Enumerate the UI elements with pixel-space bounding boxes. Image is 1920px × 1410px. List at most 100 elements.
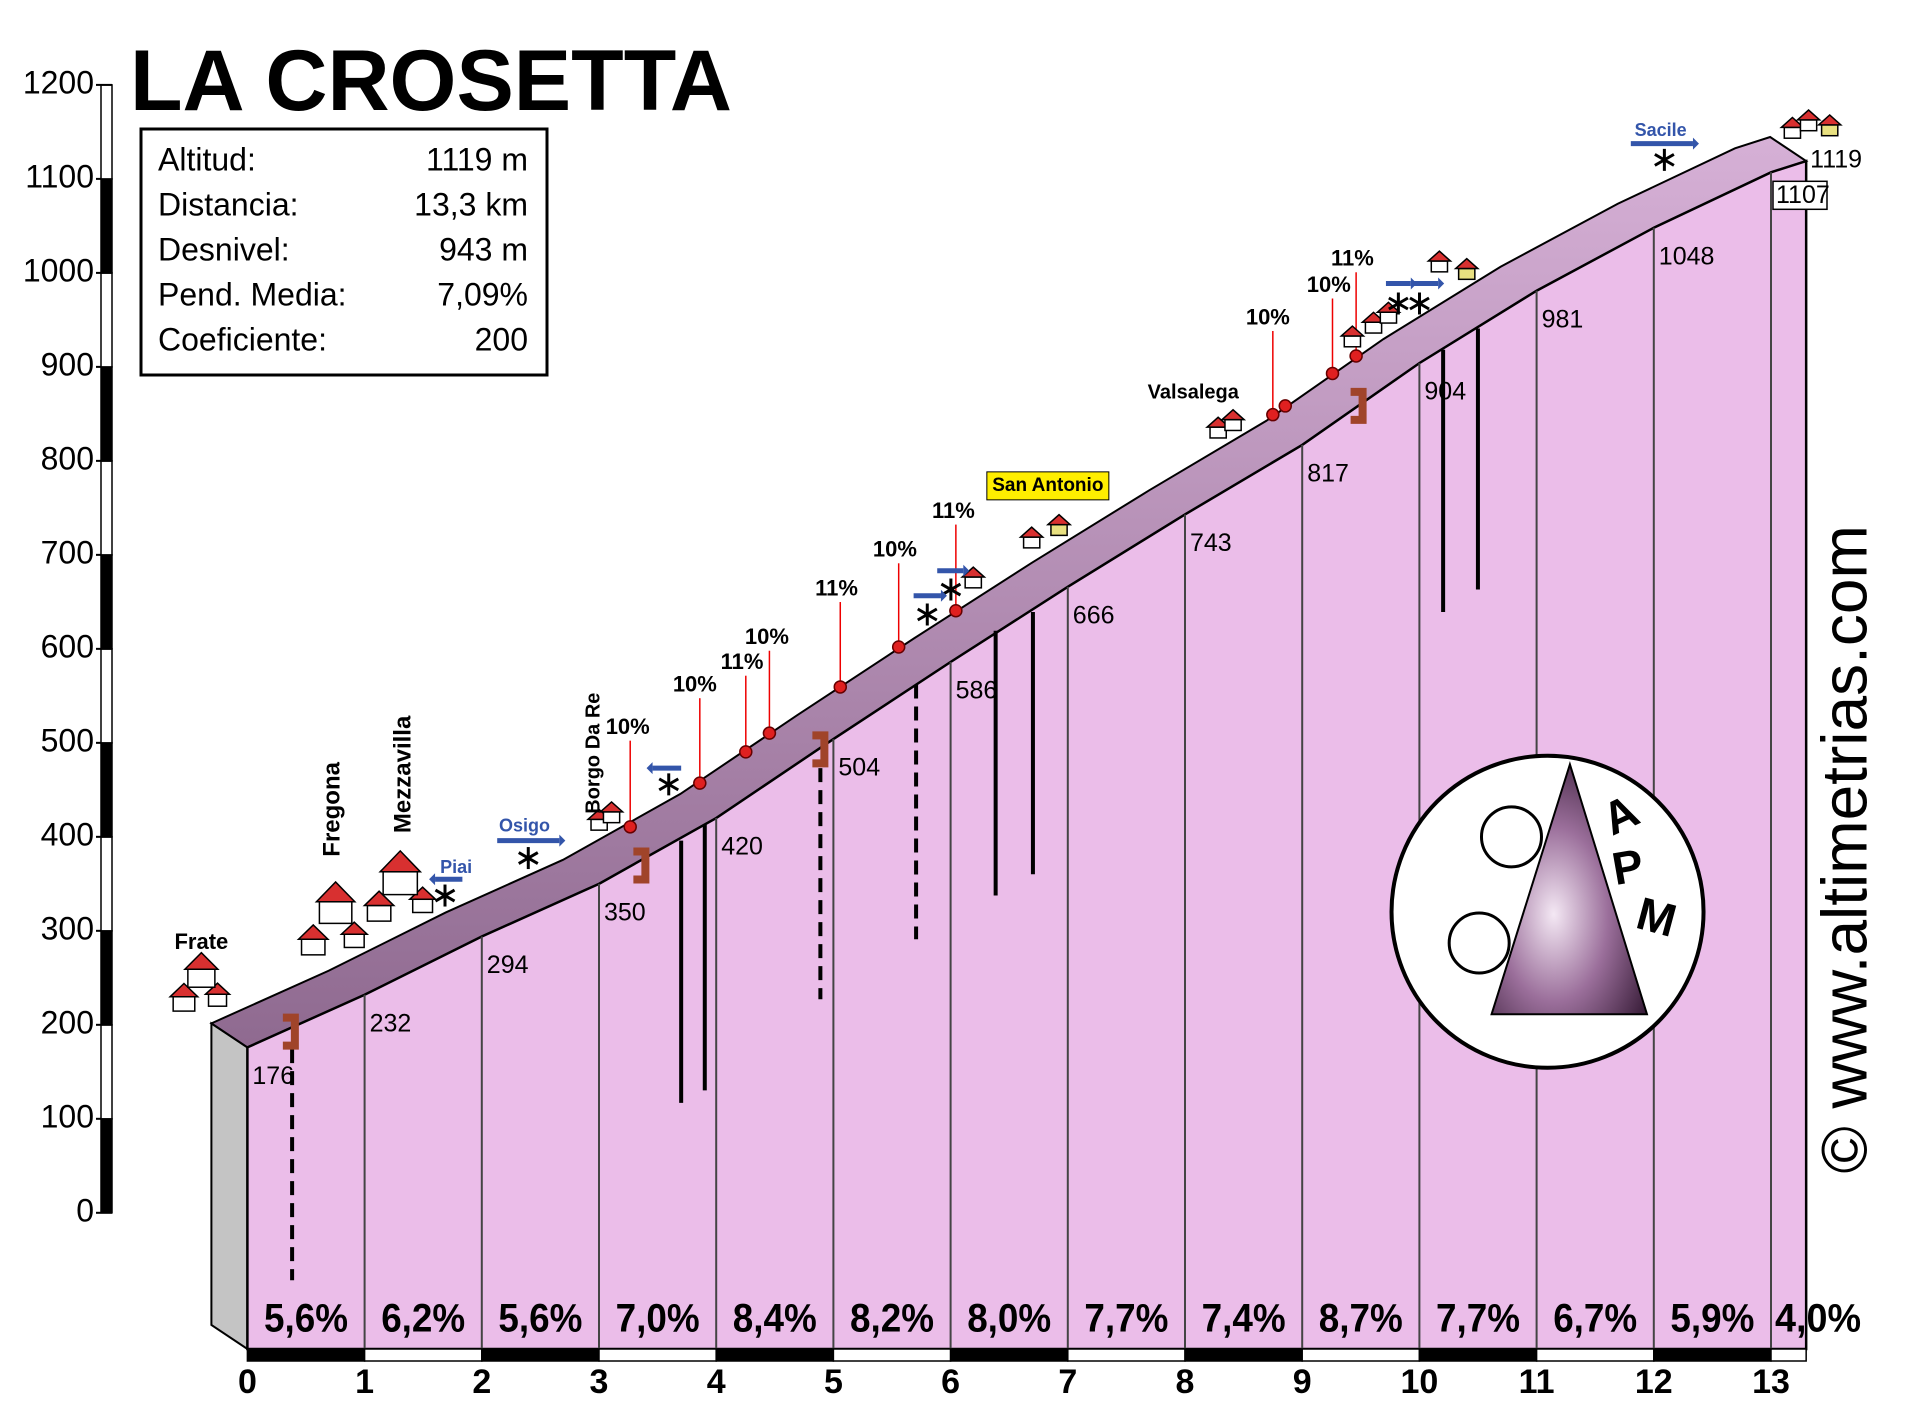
km-strip <box>363 1348 483 1362</box>
value-label: 232 <box>370 1009 412 1037</box>
km-strip <box>1535 1348 1655 1362</box>
place-label: San Antonio <box>992 475 1103 496</box>
x-tick-label: 3 <box>590 1363 609 1401</box>
grade-mark: 10% <box>1307 272 1351 297</box>
red-dot <box>1325 366 1340 381</box>
km-strip <box>832 1348 952 1362</box>
axis-bar <box>100 272 113 368</box>
value-label: 1119 <box>1810 146 1862 174</box>
info-label: Coeficiente: <box>158 321 327 357</box>
roof <box>362 890 396 907</box>
x-tick-label: 2 <box>472 1363 491 1401</box>
y-tick-label: 100 <box>41 1098 94 1134</box>
km-strip <box>246 1348 366 1362</box>
red-dot <box>1278 399 1293 413</box>
x-tick-label: 13 <box>1752 1363 1790 1401</box>
elevation-area <box>246 159 1808 1351</box>
km-strip <box>1770 1348 1807 1362</box>
roof <box>1339 325 1366 337</box>
roof <box>1018 526 1045 538</box>
y-tick-label: 900 <box>41 346 94 382</box>
roof <box>1453 257 1480 270</box>
axis-bar <box>100 930 113 1026</box>
house <box>602 811 621 824</box>
km-strip <box>949 1348 1069 1362</box>
house <box>1343 335 1362 348</box>
house <box>1209 426 1227 439</box>
value-label: 294 <box>487 951 529 979</box>
km-strip <box>598 1348 717 1362</box>
x-tick-label: 9 <box>1293 1363 1312 1401</box>
asterisk <box>1388 296 1409 311</box>
asterisk <box>940 582 962 597</box>
info-label: Desnivel: <box>158 231 290 267</box>
house <box>1224 418 1242 432</box>
house <box>1022 536 1041 549</box>
x-tick-label: 7 <box>1058 1363 1077 1401</box>
arrow-head <box>429 873 436 886</box>
red-dot <box>833 680 848 694</box>
chart-title: LA CROSETTA <box>130 33 732 129</box>
axis-bar <box>100 84 113 180</box>
asterisk <box>1654 153 1675 167</box>
value-label: 504 <box>838 754 880 782</box>
logo-wheel <box>1479 805 1543 869</box>
arrow-head <box>1438 277 1445 290</box>
asterisk <box>658 777 680 792</box>
place-label: Piai <box>440 857 472 877</box>
house <box>411 898 434 914</box>
roof <box>203 982 232 995</box>
place-label: Borgo Da Re <box>582 693 604 814</box>
gradient-label: 7,0% <box>616 1297 700 1341</box>
value-label: 420 <box>721 833 763 861</box>
arrow-head <box>1692 137 1699 150</box>
y-tick-label: 700 <box>41 534 94 570</box>
value-box <box>1772 180 1828 211</box>
arrow-head <box>940 589 947 602</box>
axis-bar <box>100 554 113 650</box>
arrow-head <box>559 834 566 847</box>
place-label: Frate <box>174 929 228 954</box>
y-tick-label: 500 <box>41 722 94 758</box>
info-label: Pend. Media: <box>158 276 347 312</box>
value-label: 1048 <box>1659 242 1715 270</box>
grade-mark: 10% <box>873 537 917 562</box>
grade-mark: 11% <box>815 575 858 600</box>
axis-bar <box>100 1118 113 1214</box>
x-tick-label: 5 <box>824 1363 843 1401</box>
y-tick-label: 1000 <box>23 252 94 288</box>
house <box>964 576 983 589</box>
roof <box>1816 113 1843 126</box>
x-tick-label: 11 <box>1519 1363 1555 1401</box>
km-strip <box>715 1348 835 1362</box>
logo-wheel <box>1447 911 1511 975</box>
axis-bar <box>100 366 113 462</box>
house <box>382 871 419 896</box>
axis-bar <box>100 648 113 744</box>
y-tick-label: 0 <box>76 1192 94 1228</box>
red-dot <box>739 745 753 759</box>
house <box>1379 311 1398 324</box>
km-strip <box>1418 1348 1538 1362</box>
km-strip <box>1067 1348 1186 1362</box>
roof <box>1045 513 1073 526</box>
y-tick-label: 400 <box>41 816 94 852</box>
info-label: Distancia: <box>158 186 299 222</box>
red-dot <box>623 820 637 834</box>
roof <box>378 849 423 873</box>
grade-mark: 11% <box>721 649 764 674</box>
x-tick-label: 1 <box>355 1363 374 1401</box>
grade-mark: 10% <box>673 672 717 697</box>
info-value: 13,3 km <box>414 186 528 222</box>
place-box <box>986 471 1110 501</box>
roof <box>1779 116 1806 129</box>
value-label: 817 <box>1307 459 1349 487</box>
house <box>1050 523 1068 537</box>
brown-marker <box>812 731 829 768</box>
gradient-label: 8,4% <box>733 1297 817 1341</box>
roof <box>1205 416 1232 428</box>
place-label: Mezzavilla <box>389 715 416 833</box>
y-tick-label: 800 <box>41 440 94 476</box>
y-tick-label: 1200 <box>23 64 94 100</box>
